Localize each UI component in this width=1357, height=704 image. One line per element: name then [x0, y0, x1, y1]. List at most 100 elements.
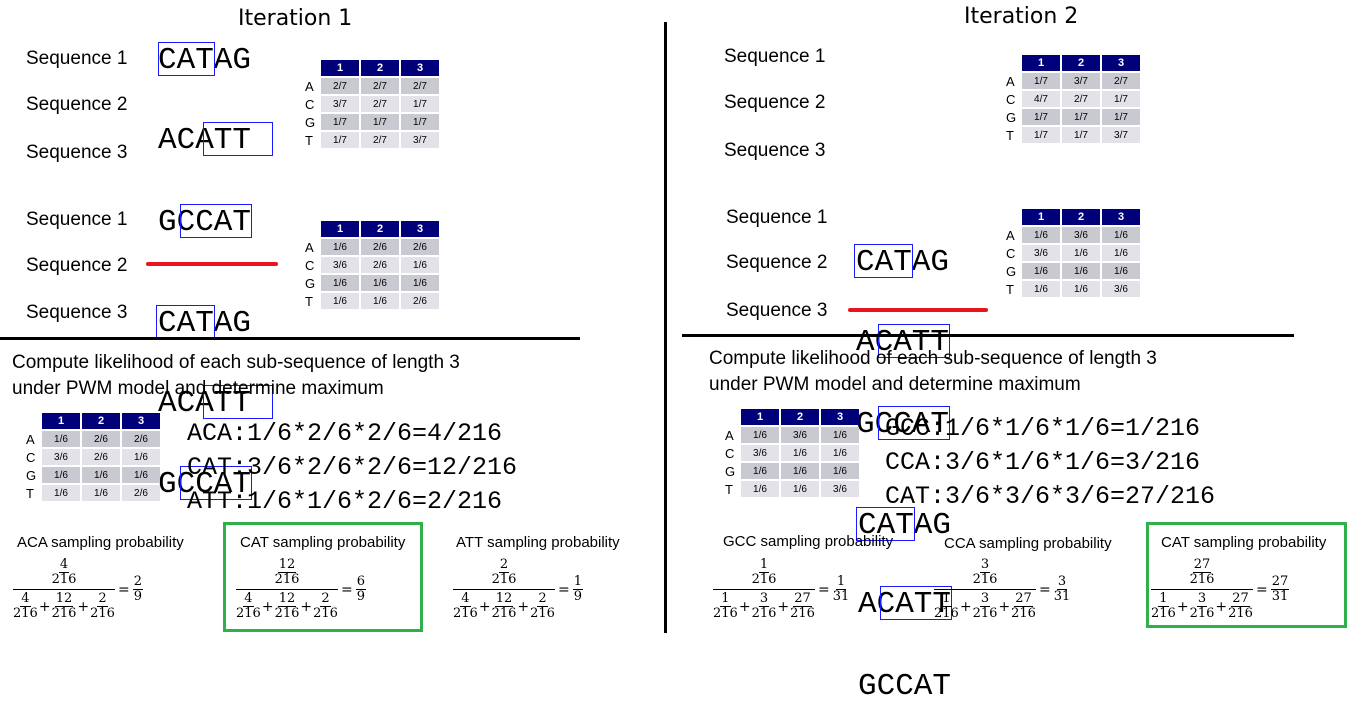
- sequence-text: GCCAT: [856, 406, 950, 442]
- pwm-header-cell: 3: [1102, 209, 1140, 225]
- sequence-text: CATAG: [856, 507, 952, 543]
- pwm-base-label: C: [26, 449, 36, 465]
- numerator: 2: [97, 591, 108, 607]
- pwm-value-cell: 1/6: [321, 239, 359, 255]
- pwm-header-cell: 1: [42, 413, 80, 429]
- iteration-2-title: Iteration 2: [964, 4, 1079, 29]
- pwm-table: 1 2 3 A 1/6 3/6 1/6 C 3/6 1/6 1/6 G 1/6 1/6 1/6 T 1/6 1/6…: [1004, 207, 1142, 299]
- pwm-value-cell: 2/7: [401, 78, 439, 94]
- sequence-text: GCCAT: [158, 466, 252, 502]
- motif-highlight-box: [856, 507, 915, 541]
- pwm-value-cell: 1/6: [1022, 281, 1060, 297]
- pwm-value-cell: 1/7: [321, 114, 359, 130]
- pwm-row: C 3/6 2/6 1/6: [26, 449, 160, 465]
- pwm-row: C 4/7 2/7 1/7: [1006, 91, 1140, 107]
- pwm-base-label: A: [1006, 73, 1015, 89]
- pwm-value-cell: 3/6: [1062, 227, 1100, 243]
- seq-label: Sequence 2: [26, 94, 128, 115]
- numerator: 12: [277, 591, 297, 607]
- motif-highlight-box: [203, 122, 273, 156]
- pwm-value-cell: 1/7: [1022, 73, 1060, 89]
- numerator: 27: [1014, 591, 1033, 607]
- pwm-value-cell: 1/6: [781, 481, 819, 497]
- pwm-value-cell: 1/6: [1102, 245, 1140, 261]
- prob-title: CAT sampling probability: [1161, 534, 1327, 551]
- seq-label: Sequence 2: [26, 255, 128, 276]
- denominator: 216: [530, 606, 555, 621]
- vertical-divider: [664, 22, 667, 633]
- numerator: 27: [1270, 574, 1290, 590]
- pwm-row: A 1/6 2/6 2/6: [26, 431, 160, 447]
- denominator: 216: [274, 572, 300, 587]
- denominator: 216: [274, 606, 300, 621]
- motif-highlight-box: [203, 385, 273, 419]
- pwm-value-cell: 4/7: [1022, 91, 1060, 107]
- numerator: 12: [54, 591, 74, 607]
- probability-formula: 2 216 4 216 +12 216 +2 216 = 1 9: [453, 557, 583, 621]
- sequence-text: ACATT: [158, 122, 1357, 158]
- pwm-row: C 3/6 2/6 1/6: [305, 257, 439, 273]
- pwm-value-cell: 1/7: [401, 114, 439, 130]
- pwm-value-cell: 2/6: [401, 239, 439, 255]
- fraction: 12 216: [275, 592, 300, 621]
- pwm-value-cell: 1/6: [321, 275, 359, 291]
- fraction: 1 216: [934, 592, 959, 621]
- pwm-header-cell: 3: [821, 409, 859, 425]
- pwm-row: C 3/7 2/7 1/7: [305, 96, 439, 112]
- pwm-row: T 1/6 1/6 3/6: [725, 481, 859, 497]
- pwm-value-cell: 1/6: [122, 467, 160, 483]
- pwm-base-label: A: [725, 427, 734, 443]
- pwm-base-label: C: [1006, 91, 1016, 107]
- pwm-value-cell: 1/6: [401, 257, 439, 273]
- fraction: 27 216: [1190, 558, 1215, 587]
- pwm-corner: [1006, 55, 1020, 71]
- pwm-base-label: T: [305, 132, 313, 148]
- pwm-header-cell: 3: [401, 60, 439, 76]
- pwm-value-cell: 2/7: [361, 96, 399, 112]
- sequence-text-excluded: GCCAT: [858, 669, 952, 704]
- pwm-base-label: A: [1006, 227, 1015, 243]
- denominator: 9: [573, 589, 582, 604]
- fraction: 12 216: [52, 592, 77, 621]
- pwm-base-label: T: [1006, 127, 1014, 143]
- fraction: 27 216: [1228, 592, 1253, 621]
- denominator: 216: [934, 606, 959, 621]
- pwm-value-cell: 1/6: [781, 445, 819, 461]
- strike-through-line: [848, 308, 988, 312]
- pwm-value-cell: 1/6: [82, 467, 120, 483]
- pwm-value-cell: 2/7: [361, 132, 399, 148]
- calc-line: CAT:3/6*2/6*2/6=12/216: [187, 453, 518, 482]
- divider-line: [682, 334, 1294, 337]
- numerator: 4: [58, 557, 70, 573]
- denominator: 216: [972, 572, 998, 587]
- numerator: 6: [355, 574, 366, 590]
- motif-highlight-box: [854, 244, 913, 278]
- fraction: 2 216: [492, 558, 517, 587]
- fraction: 27 216: [1011, 592, 1036, 621]
- denominator: 216: [491, 572, 517, 587]
- sequence-text: CATAG: [854, 244, 950, 280]
- denominator: 216: [972, 606, 998, 621]
- pwm-value-cell: 3/6: [1102, 281, 1140, 297]
- prob-title: ACA sampling probability: [17, 534, 184, 551]
- fraction: 4 216: [13, 592, 38, 621]
- seq-label: Sequence 1: [724, 46, 826, 67]
- max-probability-highlight-box: [1146, 522, 1347, 628]
- pwm-row: G 1/6 1/6 1/6: [305, 275, 439, 291]
- pwm-table: 1 2 3 A 1/6 2/6 2/6 C 3/6 2/6 1/6 G 1/6 1/6 1/6 T 1/6 1/6…: [24, 411, 162, 503]
- strike-through-line: [146, 262, 278, 266]
- seq-label: Sequence 2: [724, 92, 826, 113]
- calc-line: ACA:1/6*2/6*2/6=4/216: [187, 419, 503, 448]
- pwm-value-cell: 1/7: [401, 96, 439, 112]
- motif-highlight-box: [156, 305, 215, 339]
- pwm-value-cell: 1/6: [42, 485, 80, 501]
- pwm-base-label: A: [26, 431, 35, 447]
- pwm-value-cell: 3/6: [821, 481, 859, 497]
- pwm-value-cell: 1/6: [361, 275, 399, 291]
- motif-highlight-box: [880, 586, 952, 620]
- seq-label: Sequence 3: [26, 142, 128, 163]
- pwm-value-cell: 1/6: [1022, 227, 1060, 243]
- numerator: 12: [494, 591, 514, 607]
